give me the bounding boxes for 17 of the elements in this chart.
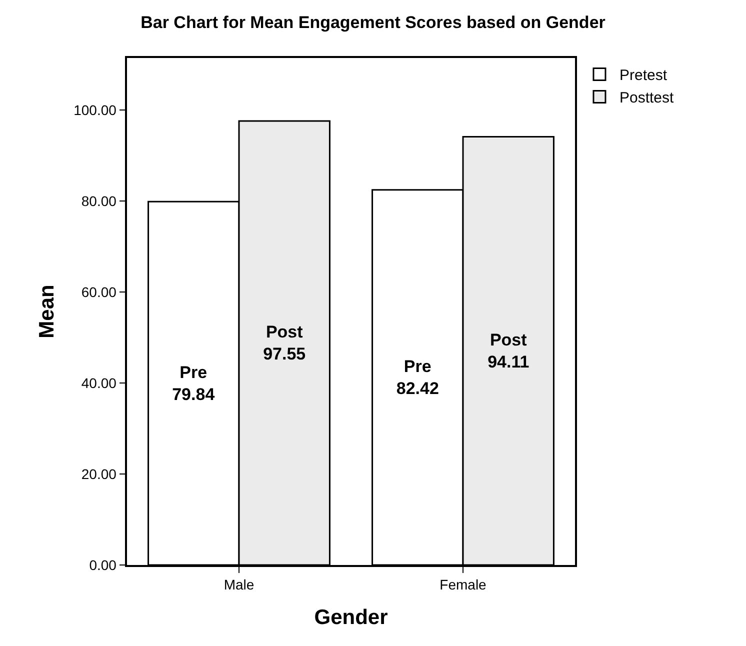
legend-label: Posttest (619, 90, 675, 107)
y-tick-label: 80.00 (81, 192, 117, 209)
legend-label: Pretest (619, 67, 668, 84)
y-tick-label: 40.00 (81, 374, 117, 391)
y-tick-label: 20.00 (81, 466, 117, 482)
y-tick-label: 0.00 (89, 556, 117, 573)
y-tick-label: 60.00 (81, 284, 117, 300)
data-label: Pre 79.84 (172, 362, 216, 404)
data-label: Post 94.11 (488, 330, 530, 372)
x-tick-label: Male (224, 576, 254, 593)
x-tick-label: Female (440, 576, 487, 593)
y-axis-title: Mean (35, 284, 58, 338)
data-label: Pre 82.42 (396, 356, 439, 398)
data-label: Post 97.55 (263, 322, 306, 364)
chart-title: Bar Chart for Mean Engagement Scores based on Gender (140, 13, 606, 32)
y-tick-label: 100.00 (74, 102, 117, 118)
x-axis-title: Gender (314, 606, 388, 630)
